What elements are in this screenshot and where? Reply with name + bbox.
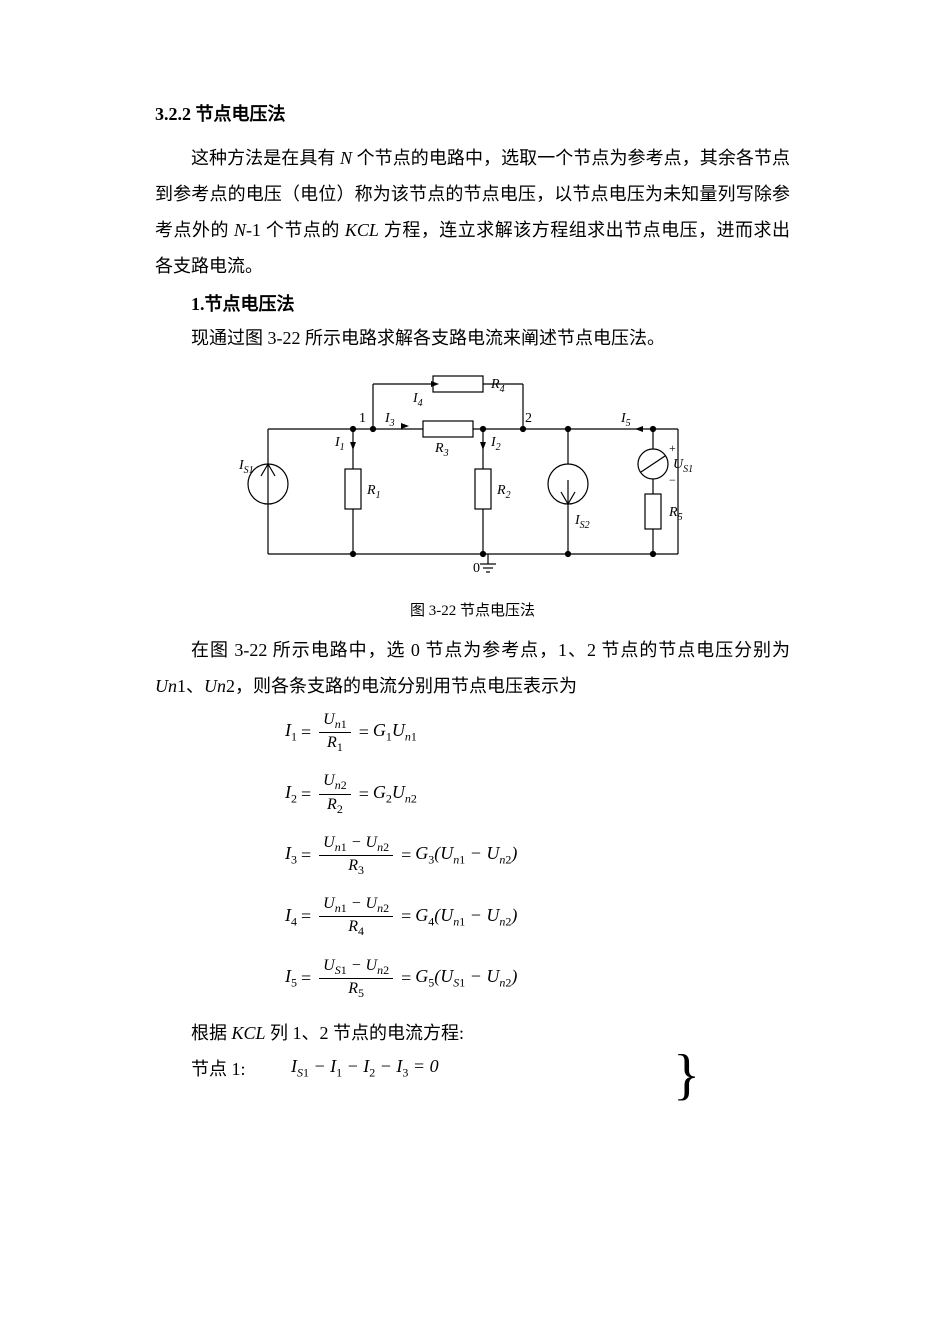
node1-equation: 节点 1: IS1 − I1 − I2 − I3 = 0 }	[155, 1055, 790, 1081]
svg-text:1: 1	[359, 411, 366, 426]
equation-row: I1=Un1R1=G1Un1	[155, 712, 790, 753]
paragraph-fig-intro: 现通过图 3-22 所示电路求解各支路电流来阐述节点电压法。	[155, 320, 790, 356]
svg-text:R1: R1	[366, 483, 381, 501]
svg-text:−: −	[669, 473, 676, 487]
section-number: 3.2.2	[155, 104, 191, 124]
figure-caption: 图 3-22 节点电压法	[155, 599, 790, 620]
svg-text:2: 2	[525, 411, 532, 426]
section-heading: 3.2.2 节点电压法	[155, 100, 790, 126]
equations-block: I1=Un1R1=G1Un1 I2=Un2R2=G2Un2 I3=Un1 − Un2…	[155, 712, 790, 999]
node1-label: 节点 1:	[191, 1055, 291, 1081]
svg-text:R5: R5	[668, 505, 683, 523]
equation-row: I3=Un1 − Un2R3=G3(Un1 − Un2)	[155, 835, 790, 876]
svg-text:0: 0	[473, 561, 480, 576]
paragraph-setup: 在图 3-22 所示电路中，选 0 节点为参考点，1、2 节点的节点电压分别为 …	[155, 632, 790, 704]
svg-text:I3: I3	[384, 411, 395, 429]
svg-text:I5: I5	[620, 411, 631, 429]
svg-text:R2: R2	[496, 483, 511, 501]
svg-text:IS2: IS2	[574, 513, 590, 531]
svg-text:I4: I4	[412, 391, 423, 409]
sub-number: 1.	[191, 294, 205, 314]
equation-row: I5=US1 − Un2R5=G5(US1 − Un2)	[155, 958, 790, 999]
circuit-figure: IS1 IS2 US1 + − R1 R2 R3 R4 R5 I1 I2 I3 …	[155, 364, 790, 589]
node1-expr: IS1 − I1 − I2 − I3 = 0	[291, 1056, 439, 1081]
sub-heading-1: 1.节点电压法	[155, 290, 790, 316]
equation-row: I2=Un2R2=G2Un2	[155, 773, 790, 814]
svg-text:I1: I1	[334, 435, 345, 453]
section-title: 节点电压法	[196, 104, 286, 124]
circuit-svg: IS1 IS2 US1 + − R1 R2 R3 R4 R5 I1 I2 I3 …	[233, 364, 713, 584]
svg-text:I2: I2	[490, 435, 501, 453]
svg-text:IS1: IS1	[238, 458, 254, 476]
svg-text:US1: US1	[673, 457, 693, 475]
svg-text:R3: R3	[434, 441, 449, 459]
svg-text:R4: R4	[490, 377, 505, 395]
paragraph-intro: 这种方法是在具有 N 个节点的电路中，选取一个节点为参考点，其余各节点到参考点的…	[155, 140, 790, 284]
kcl-intro: 根据 KCL 列 1、2 节点的电流方程:	[155, 1019, 790, 1045]
sub-title: 节点电压法	[205, 294, 295, 314]
equation-row: I4=Un1 − Un2R4=G4(Un1 − Un2)	[155, 896, 790, 937]
brace-icon: }	[673, 1047, 700, 1103]
svg-text:+: +	[669, 441, 676, 455]
